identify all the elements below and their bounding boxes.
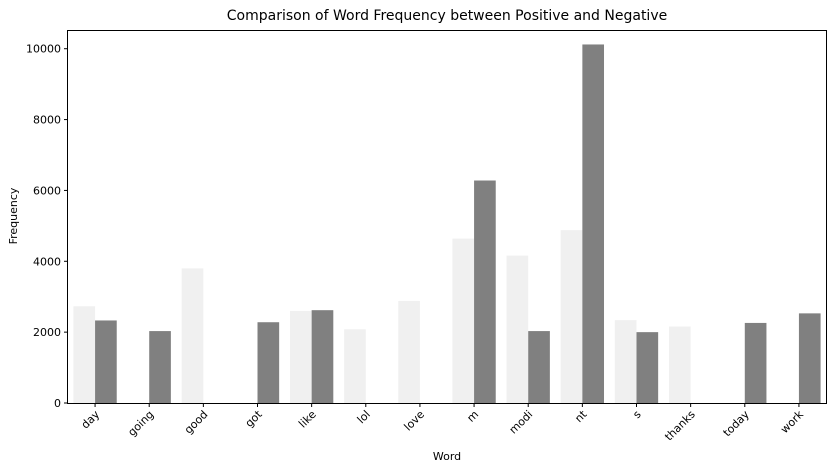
bar-s-series-2: [636, 332, 659, 403]
bar-like-series-2: [311, 310, 334, 403]
y-tick-label: 4000: [33, 255, 61, 268]
bar-day-series-2: [95, 320, 117, 403]
y-tick-label: 6000: [33, 184, 61, 197]
x-axis-label: Word: [433, 450, 461, 463]
chart-title: Comparison of Word Frequency between Pos…: [227, 8, 667, 24]
x-tick-label: love: [402, 408, 428, 434]
bar-love-series-1: [398, 300, 420, 403]
bar-today-series-2: [744, 322, 767, 403]
bar-going-series-2: [149, 331, 171, 403]
bar-modi-series-2: [528, 331, 550, 403]
y-tick-label: 0: [54, 397, 61, 410]
y-axis-ticks: 0 2000 4000 6000 8000 10000: [26, 43, 68, 410]
x-tick-label: like: [296, 408, 319, 431]
x-axis-ticks: day going good got like lol love m modi nt s thanks…: [79, 403, 806, 444]
bar-lol-series-1: [344, 329, 366, 403]
bar-day-series-1: [73, 306, 96, 403]
bar-thanks-series-1: [668, 326, 691, 403]
bar-good-series-1: [181, 268, 204, 403]
x-tick-label: today: [721, 408, 753, 440]
bar-nt-series-1: [560, 230, 583, 403]
bar-nt-series-2: [582, 44, 605, 403]
x-tick-label: s: [630, 408, 643, 421]
bar-got-series-2: [257, 322, 280, 403]
x-tick-label: going: [125, 408, 156, 439]
y-tick-label: 2000: [33, 326, 61, 339]
x-tick-label: nt: [572, 407, 590, 425]
y-tick-label: 10000: [26, 43, 61, 56]
x-tick-label: modi: [507, 408, 536, 437]
x-tick-label: m: [464, 408, 481, 425]
x-tick-label: good: [182, 408, 211, 437]
bars-group: [73, 44, 821, 403]
bar-m-series-2: [474, 180, 496, 403]
bar-like-series-1: [289, 310, 312, 403]
y-tick-label: 8000: [33, 114, 61, 127]
x-tick-label: thanks: [662, 408, 698, 444]
bar-s-series-1: [614, 320, 637, 403]
plot-frame: [67, 30, 827, 404]
x-tick-label: day: [79, 408, 103, 432]
y-axis-label: Frequency: [7, 187, 20, 244]
x-tick-label: work: [778, 407, 806, 435]
bar-m-series-1: [452, 238, 475, 403]
x-tick-label: got: [243, 407, 265, 429]
x-tick-label: lol: [355, 408, 373, 426]
bar-work-series-2: [798, 313, 821, 403]
bar-modi-series-1: [506, 255, 529, 403]
